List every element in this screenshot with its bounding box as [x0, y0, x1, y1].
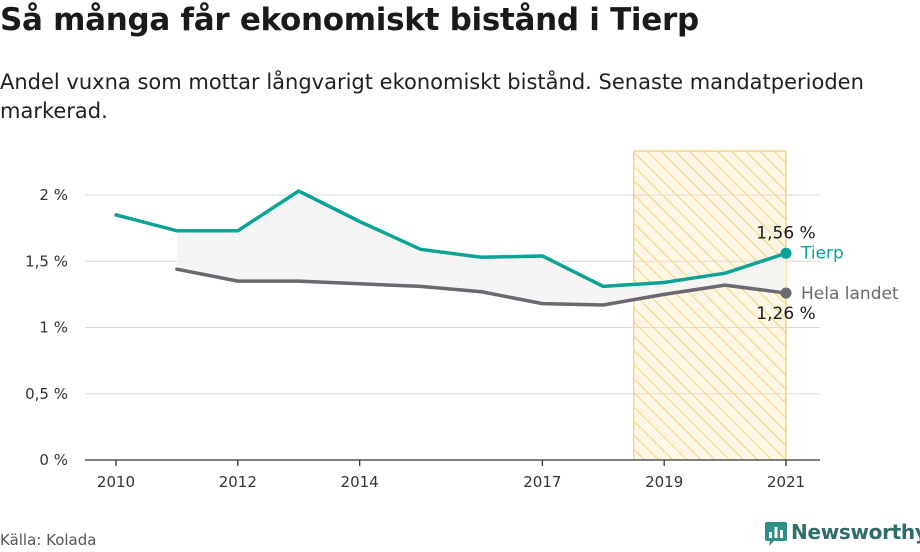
series-line-tierp [114, 189, 788, 289]
highlight-hatch [633, 151, 786, 460]
brand-logo[interactable]: Newsworthy [765, 520, 920, 552]
series-name-hela-landet: Hela landet [801, 284, 899, 304]
x-tick-label: 2010 [97, 473, 135, 491]
chart-title: Så många får ekonomiskt bistånd i Tierp [0, 2, 699, 38]
band-area [176, 191, 787, 305]
highlight-period [633, 150, 787, 460]
x-tick-label: 2017 [523, 473, 561, 491]
x-tick-label: 2021 [767, 473, 805, 491]
y-tick-label: 0 % [39, 451, 68, 469]
source-note: Källa: Kolada [0, 531, 97, 549]
series-line-hela-landet [175, 267, 788, 307]
end-value-tierp: 1,56 % [756, 223, 815, 243]
series-name-tierp: Tierp [800, 243, 844, 263]
difference-band [176, 191, 787, 305]
chart-subtitle: Andel vuxna som mottar långvarigt ekonom… [0, 70, 864, 123]
x-axis: 2010 2012 2014 2017 2019 2021 [85, 459, 820, 491]
y-tick-label: 1,5 % [25, 252, 68, 270]
speech-bubble-chart-icon [765, 522, 787, 546]
y-tick-label: 0,5 % [25, 385, 68, 403]
x-tick-label: 2019 [645, 473, 683, 491]
series-lines [114, 189, 792, 307]
y-tick-label: 2 % [39, 186, 68, 204]
series-end-point [780, 247, 792, 259]
y-tick-label: 1 % [39, 319, 68, 337]
series-end-point [780, 287, 792, 299]
x-tick-label: 2014 [341, 473, 379, 491]
brand-name: Newsworthy [791, 520, 920, 544]
end-value-hela-landet: 1,26 % [756, 304, 815, 324]
x-tick-label: 2012 [219, 473, 257, 491]
